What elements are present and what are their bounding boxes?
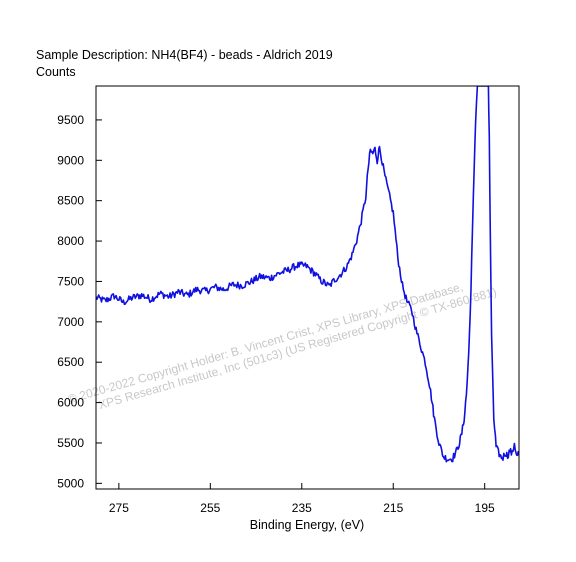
y-tick-label: 7000 <box>57 315 84 329</box>
y-tick-label: 5000 <box>57 476 84 490</box>
watermark-line-2: XPS Research Institute, Inc (501c3) (US … <box>97 285 498 412</box>
y-tick-label: 6500 <box>57 355 84 369</box>
y-tick-label: 7500 <box>57 274 84 288</box>
x-tick-label: 195 <box>475 501 495 515</box>
axis-ticks <box>96 119 486 489</box>
y-tick-label: 5500 <box>57 436 84 450</box>
y-tick-label: 8500 <box>57 194 84 208</box>
spectrum-line <box>96 86 519 463</box>
plot-frame <box>95 85 520 490</box>
axis-tick-labels: 275 255 235 215 195 5000 5500 6000 6500 7000 7500 8… <box>57 113 495 515</box>
chart-title: Sample Description: NH4(BF4) - beads - A… <box>36 48 333 62</box>
x-axis-label: Binding Energy, (eV) <box>250 518 364 532</box>
y-tick-label: 9500 <box>57 113 84 127</box>
copyright-watermark: © 2020-2022 Copyright Holder: B. Vincent… <box>66 280 498 412</box>
x-tick-label: 255 <box>200 501 220 515</box>
x-tick-label: 275 <box>109 501 129 515</box>
y-tick-label: 8000 <box>57 234 84 248</box>
y-axis-label: Counts <box>36 65 76 79</box>
x-tick-label: 235 <box>292 501 312 515</box>
y-tick-label: 9000 <box>57 153 84 167</box>
x-tick-label: 215 <box>383 501 403 515</box>
y-tick-label: 6000 <box>57 396 84 410</box>
